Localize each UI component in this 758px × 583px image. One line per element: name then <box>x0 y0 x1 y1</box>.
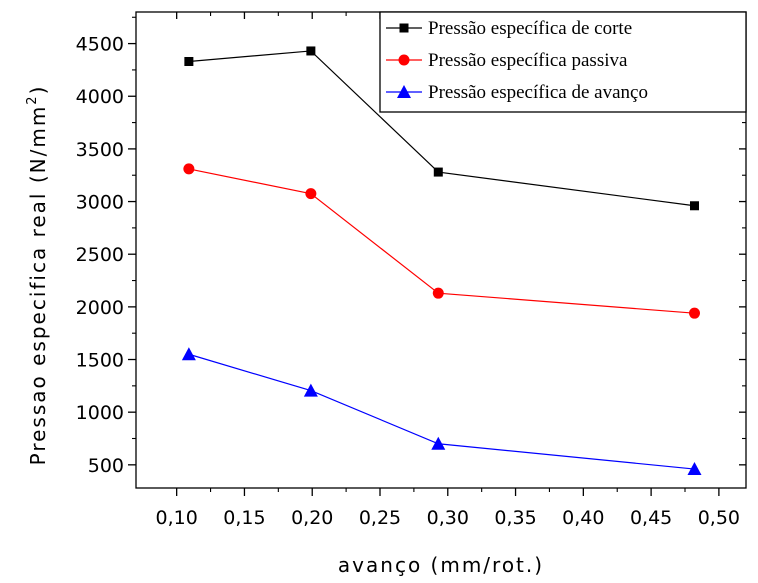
y-axis-title: Pressao especifica real (N/mm2) <box>25 85 50 466</box>
legend-marker <box>399 23 409 33</box>
data-point <box>303 383 318 397</box>
series-1 <box>184 46 699 211</box>
y-axis-title-close: ) <box>26 85 50 95</box>
legend-box <box>379 11 747 113</box>
y-tick-label: 3500 <box>76 139 124 161</box>
series-layer <box>181 46 702 476</box>
y-tick-label: 1000 <box>76 402 124 424</box>
legend-marker <box>397 85 411 98</box>
y-tick-label: 1500 <box>76 350 124 372</box>
data-point <box>431 436 446 450</box>
x-tick-label: 0,10 <box>156 507 198 529</box>
series-line <box>188 168 695 314</box>
legend-item: Pressão específica de avanço <box>386 82 648 103</box>
data-point <box>184 56 194 66</box>
y-axis-ticks: 500 1000 1500 2000 2500 3000 3500 4000 4500 <box>76 16 746 477</box>
x-tick-label: 0,35 <box>494 507 536 529</box>
legend-item: Pressão específica passiva <box>386 50 628 71</box>
data-point <box>432 287 444 299</box>
x-tick-label: 0,25 <box>359 507 401 529</box>
x-tick-label: 0,15 <box>223 507 265 529</box>
series-line <box>188 50 695 207</box>
x-axis-title: avanço (mm/rot.) <box>338 553 544 577</box>
y-tick-label: 2000 <box>76 297 124 319</box>
y-tick-label: 500 <box>88 455 124 477</box>
x-tick-label: 0,40 <box>562 507 604 529</box>
data-point <box>689 201 699 211</box>
legend-label: Pressão específica de avanço <box>428 82 648 103</box>
legend-marker <box>398 54 410 66</box>
y-axis-title-main: Pressao especifica real (N/mm <box>26 105 50 466</box>
data-point <box>687 462 702 476</box>
series-2 <box>183 163 700 319</box>
x-axis-ticks: 0,10 0,15 0,20 0,25 0,30 0,35 0,40 0,45 0,50 <box>156 12 740 529</box>
legend-item: Pressão específica de corte <box>386 18 632 39</box>
y-tick-label: 3000 <box>76 192 124 214</box>
data-point <box>433 167 443 177</box>
data-point <box>181 347 196 361</box>
data-point <box>306 46 316 56</box>
x-tick-label: 0,45 <box>630 507 672 529</box>
x-tick-label: 0,50 <box>698 507 740 529</box>
y-tick-label: 4500 <box>76 34 124 56</box>
legend-label: Pressão específica de corte <box>428 18 632 39</box>
legend: Pressão específica de corte Pressão espec… <box>379 11 747 113</box>
series-line <box>188 353 695 470</box>
data-point <box>183 163 195 175</box>
legend-label: Pressão específica passiva <box>428 50 628 71</box>
y-axis-title-superscript: 2 <box>25 94 40 104</box>
series-3 <box>181 347 702 476</box>
y-tick-label: 4000 <box>76 86 124 108</box>
x-tick-label: 0,30 <box>427 507 469 529</box>
y-tick-label: 2500 <box>76 244 124 266</box>
x-tick-label: 0,20 <box>291 507 333 529</box>
data-point <box>688 307 700 319</box>
data-point <box>305 188 317 200</box>
